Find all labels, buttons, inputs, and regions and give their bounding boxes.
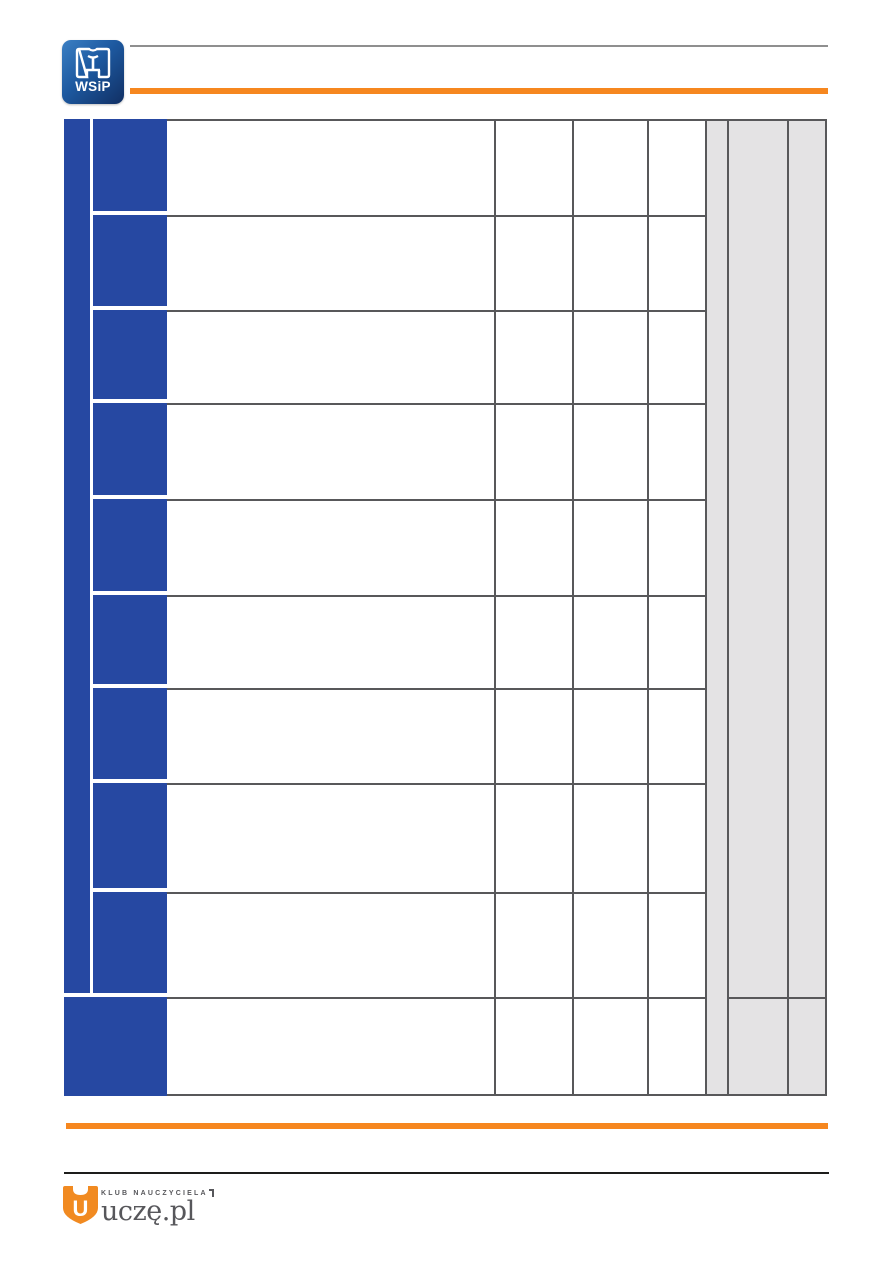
header-accent-bar	[130, 88, 828, 94]
grid-vline	[572, 119, 574, 1096]
row-separator-line	[167, 997, 707, 999]
row-separator-line	[167, 310, 707, 312]
unit-label-cell	[93, 892, 167, 993]
ucze-shield-icon: U	[63, 1186, 98, 1224]
table-outer-border	[167, 119, 827, 1096]
summary-label-cell	[64, 997, 167, 1096]
ucze-text-block: KLUB NAUCZYCIELA uczę.pl	[101, 1186, 214, 1225]
chapter-spine-cell	[64, 119, 90, 993]
grid-vline	[647, 119, 649, 1096]
unit-label-cell	[93, 688, 167, 779]
row-separator-line	[167, 499, 707, 501]
unit-label-cell	[93, 595, 167, 684]
header-rule	[130, 45, 828, 47]
ucze-brand-wordmark: uczę.pl	[101, 1196, 195, 1227]
wsip-logo: WSiP	[62, 40, 124, 104]
ucze-badge-letter: U	[73, 1196, 89, 1221]
unit-label-cell	[93, 119, 167, 211]
grid-vline	[787, 119, 789, 1096]
wsip-lectern-book-icon	[75, 47, 111, 79]
row-separator-line	[167, 892, 707, 894]
unit-label-cell	[93, 215, 167, 306]
gray-column-narrow	[705, 119, 729, 1096]
lesson-plan-table	[64, 119, 827, 1096]
klub-nauczyciela-label: KLUB NAUCZYCIELA	[101, 1189, 214, 1197]
row-separator-line	[167, 783, 707, 785]
row-separator-line	[167, 215, 707, 217]
footer-rule	[64, 1172, 829, 1174]
row-separator-line	[167, 688, 707, 690]
ucze-pl-logo: U KLUB NAUCZYCIELA uczę.pl	[63, 1186, 214, 1225]
footer-accent-bar	[66, 1123, 828, 1129]
unit-label-cell	[93, 310, 167, 399]
klub-bracket-mark	[208, 1189, 214, 1197]
row-separator-line	[167, 595, 707, 597]
unit-label-cell	[93, 783, 167, 888]
row-separator-line	[167, 403, 707, 405]
grid-vline	[705, 119, 707, 1096]
unit-label-cell	[93, 403, 167, 495]
unit-label-cell	[93, 499, 167, 591]
grid-vline	[727, 119, 729, 1096]
gray-column-right	[787, 119, 827, 1096]
wsip-logo-label: WSiP	[75, 79, 111, 94]
gray-column-mid	[727, 119, 789, 1096]
gray-row-separator-line	[727, 997, 827, 999]
grid-vline	[494, 119, 496, 1096]
klub-label-text: KLUB NAUCZYCIELA	[101, 1189, 208, 1197]
